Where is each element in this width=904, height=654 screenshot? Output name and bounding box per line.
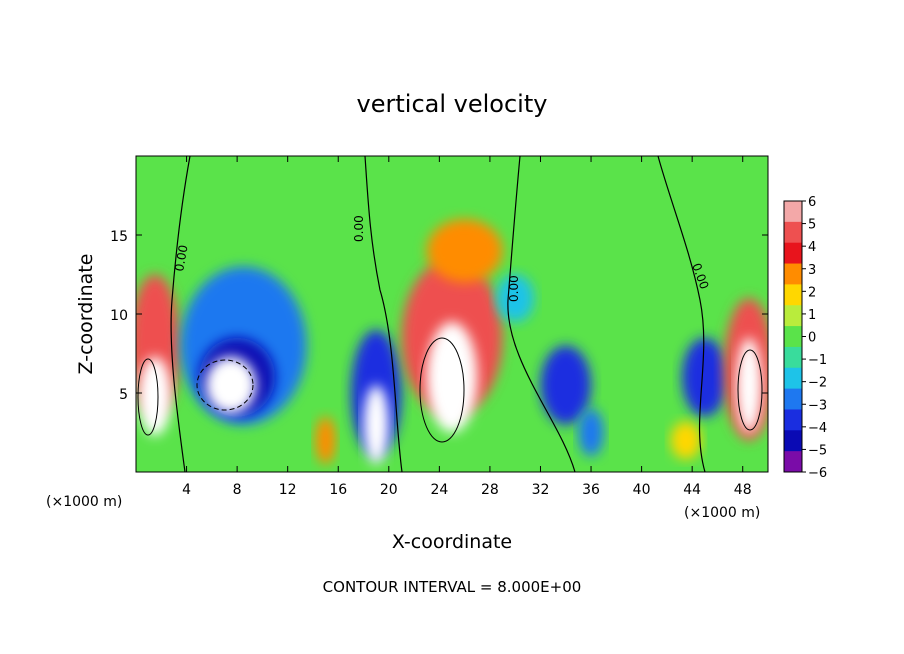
colorbar-swatch bbox=[784, 201, 802, 223]
colorbar-label: −3 bbox=[808, 398, 827, 413]
colorbar-swatch bbox=[784, 305, 802, 327]
contour-zero-3 bbox=[507, 156, 576, 472]
x-tick-label: 24 bbox=[430, 482, 448, 498]
colorbar-swatch bbox=[784, 221, 802, 244]
x-tick-label: 12 bbox=[279, 482, 297, 498]
velocity-cell-14 bbox=[682, 337, 728, 417]
chart-title: vertical velocity bbox=[357, 90, 548, 118]
contour-labels: 0.00 0.00 0.00 0.00 bbox=[172, 215, 711, 302]
contour-label-3: 0.00 bbox=[507, 275, 521, 302]
contour-zero-4 bbox=[657, 156, 706, 472]
colorbar-swatch bbox=[784, 451, 802, 473]
x-tick-label: 20 bbox=[380, 482, 398, 498]
velocity-cell-2 bbox=[138, 356, 172, 436]
contour-label-1: 0.00 bbox=[172, 244, 190, 273]
y-tick-label: 10 bbox=[110, 308, 128, 324]
x-tick-label: 36 bbox=[582, 482, 600, 498]
x-unit-right: (×1000 m) bbox=[684, 505, 760, 521]
contour-positive-3 bbox=[737, 349, 763, 431]
y-axis-label: Z-coordinate bbox=[75, 254, 97, 375]
colorbar-swatch bbox=[784, 263, 802, 285]
contour-positive-2 bbox=[419, 337, 465, 443]
velocity-cell-9 bbox=[426, 321, 478, 433]
x-unit-left: (×1000 m) bbox=[46, 494, 122, 510]
contour-positive-1 bbox=[137, 358, 159, 436]
colorbar-label: 6 bbox=[808, 195, 816, 210]
contour-interval-note: CONTOUR INTERVAL = 8.000E+00 bbox=[323, 578, 582, 596]
colorbar-label: 3 bbox=[808, 263, 816, 278]
plot-area: 0.00 0.00 0.00 0.00 4 8 12 16 20 24 28 32 36 40 44… bbox=[110, 155, 769, 498]
y-ticks: 5 10 15 bbox=[110, 229, 768, 403]
velocity-cell-11 bbox=[496, 274, 535, 322]
velocity-field bbox=[136, 219, 768, 465]
colorbar-swatch bbox=[784, 388, 802, 410]
colorbar-label: 5 bbox=[808, 218, 816, 233]
colorbar: 6 5 4 3 2 1 0 −1 −2 −3 −4 −5 −6 bbox=[783, 195, 827, 481]
velocity-cell-5 bbox=[205, 356, 257, 414]
velocity-cell-18 bbox=[670, 421, 702, 460]
colorbar-label: 2 bbox=[808, 285, 816, 300]
velocity-cell-10 bbox=[426, 219, 503, 283]
contour-zero-2 bbox=[364, 156, 403, 472]
colorbar-swatch bbox=[784, 346, 802, 369]
colorbar-swatch bbox=[784, 409, 802, 431]
colorbar-label: 1 bbox=[808, 308, 816, 323]
colorbar-label: −6 bbox=[808, 466, 827, 481]
x-tick-label: 32 bbox=[532, 482, 550, 498]
velocity-cell-7 bbox=[363, 385, 389, 465]
colorbar-swatch bbox=[784, 430, 802, 452]
colorbar-swatch bbox=[784, 242, 802, 265]
x-tick-label: 4 bbox=[182, 482, 191, 498]
x-tick-label: 16 bbox=[329, 482, 347, 498]
colorbar-swatch bbox=[784, 284, 802, 306]
x-tick-label: 44 bbox=[683, 482, 701, 498]
colorbar-label: 4 bbox=[808, 240, 816, 255]
contour-zero-1 bbox=[170, 156, 191, 472]
contour-negative-1 bbox=[196, 359, 254, 411]
colorbar-label: −4 bbox=[808, 421, 827, 436]
y-tick-label: 15 bbox=[110, 229, 128, 245]
x-tick-label: 28 bbox=[481, 482, 499, 498]
x-tick-label: 8 bbox=[233, 482, 242, 498]
velocity-cell-17 bbox=[315, 416, 336, 465]
contour-lines bbox=[137, 156, 763, 472]
colorbar-label: −2 bbox=[808, 376, 827, 391]
colorbar-label: 0 bbox=[808, 331, 816, 346]
velocity-cell-16 bbox=[736, 337, 762, 433]
contour-label-2: 0.00 bbox=[352, 215, 366, 242]
colorbar-swatch bbox=[784, 326, 802, 348]
x-ticks: 4 8 12 16 20 24 28 32 36 40 44 48 bbox=[182, 156, 752, 498]
x-axis-label: X-coordinate bbox=[392, 531, 512, 553]
colorbar-label: −1 bbox=[808, 353, 827, 368]
x-tick-label: 40 bbox=[633, 482, 651, 498]
colorbar-swatch bbox=[784, 367, 802, 390]
y-tick-label: 5 bbox=[119, 387, 128, 403]
x-tick-label: 48 bbox=[734, 482, 752, 498]
velocity-cell-12 bbox=[540, 345, 592, 425]
colorbar-label: −5 bbox=[808, 443, 827, 458]
velocity-cell-13 bbox=[578, 408, 604, 457]
